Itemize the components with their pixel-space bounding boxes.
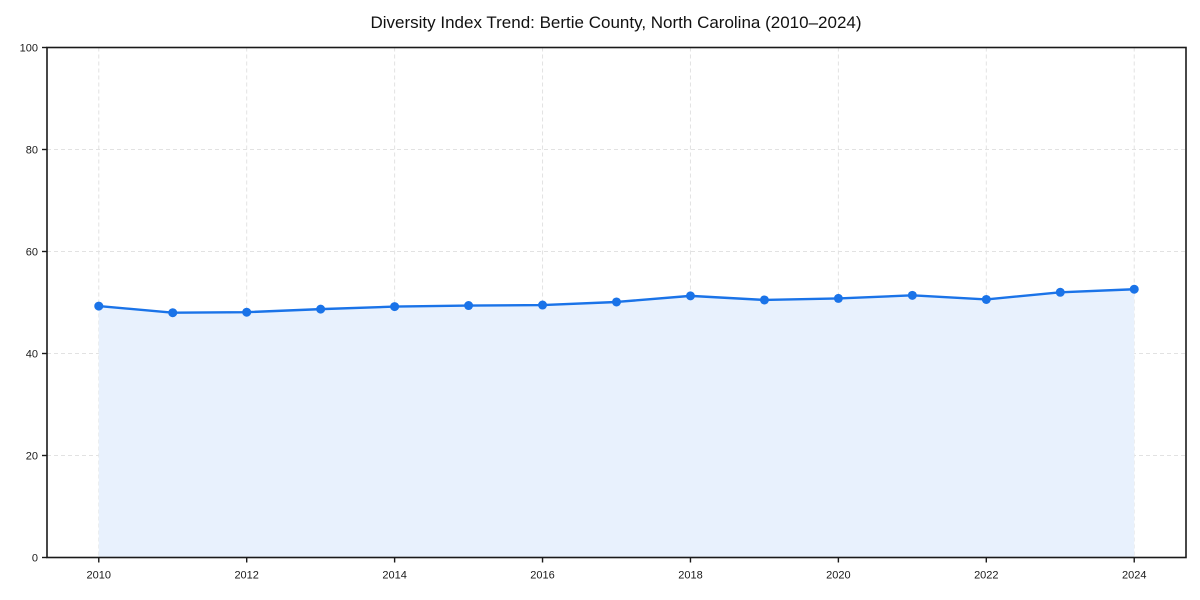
axes-spines [46,46,1187,559]
data-point [685,291,695,301]
y-tick-label: 80 [26,145,38,157]
x-tick-label: 2012 [234,570,258,582]
chart-title: Diversity Index Trend: Bertie County, No… [370,13,861,32]
data-point [612,297,621,307]
data-point [833,293,843,303]
y-tick-label: 100 [20,43,38,55]
y-tick-label: 20 [26,451,38,463]
data-point [316,304,326,314]
x-axis-tick-labels: 2010 2012 2014 2016 2018 2020 2022 2024 [87,570,1147,582]
area-under-curve [98,289,1135,558]
data-point-markers [94,284,1139,318]
area-fill [98,289,1135,558]
data-point [907,290,917,300]
axis-ticks [42,46,1135,563]
x-tick-label: 2016 [530,570,554,582]
data-point [759,295,769,305]
x-tick-label: 2014 [382,570,406,582]
data-point [1055,287,1065,297]
data-point [538,300,548,310]
data-point [981,294,991,304]
data-point [464,301,474,311]
y-axis-tick-labels: 0 20 40 60 80 100 [20,43,38,565]
x-tick-label: 2024 [1122,570,1146,582]
x-tick-label: 2018 [678,570,702,582]
data-point [390,302,400,312]
data-point [168,308,178,318]
plot-border [46,46,1187,559]
x-tick-label: 2020 [826,570,850,582]
x-tick-label: 2022 [974,570,998,582]
data-point [94,301,104,311]
y-tick-label: 0 [32,553,38,565]
data-point [1129,284,1139,294]
x-tick-label: 2010 [87,570,111,582]
y-tick-label: 60 [26,247,38,259]
y-tick-label: 40 [26,349,38,361]
data-point [242,307,252,317]
